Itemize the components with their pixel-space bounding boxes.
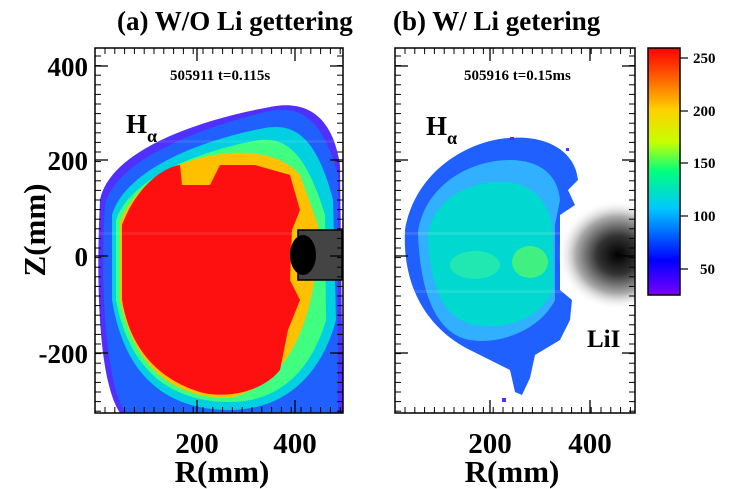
x-tick-label: 400 <box>273 428 317 460</box>
x-axis-label: R(mm) <box>465 454 560 489</box>
panel-a-title: (a) W/O Li gettering <box>117 6 353 36</box>
panel-b-lithium-label: LiI <box>587 326 620 353</box>
colorbar: 250 200 150 100 50 <box>647 47 716 296</box>
y-tick-label: 0 <box>75 242 89 272</box>
panel-a-shot-label: 505911 t=0.115s <box>170 68 270 84</box>
colorbar-tick-label: 50 <box>700 262 715 278</box>
colorbar-tick-label: 100 <box>693 209 716 225</box>
colorbar-tick-label: 250 <box>693 51 716 67</box>
ticks <box>95 48 635 413</box>
panel-b-halpha-label: Hα <box>426 111 457 148</box>
panel-a-frame <box>94 47 344 414</box>
panel-b-emission-image <box>395 137 635 402</box>
lithium-emission-glow <box>558 200 635 310</box>
y-tick-label: 400 <box>48 52 89 82</box>
x-tick-label: 200 <box>468 428 512 460</box>
panel-a-halpha-label: Hα <box>126 109 157 146</box>
y-axis-label: Z(mm) <box>17 184 52 277</box>
x-tick-label: 400 <box>568 428 612 460</box>
panel-b: 505916 t=0.15ms Hα LiI <box>394 47 636 414</box>
panel-b-frame <box>394 47 636 414</box>
y-tick-label: 200 <box>48 146 89 176</box>
x-tick-label: 200 <box>175 428 219 460</box>
y-tick-label: -200 <box>39 339 89 369</box>
panel-b-shot-label: 505916 t=0.15ms <box>464 68 571 84</box>
panel-b-title: (b) W/ Li getering <box>393 6 601 36</box>
panel-a-emission-image <box>95 105 343 413</box>
probe-head <box>290 235 316 275</box>
panel-a: 505911 t=0.115s Hα <box>94 47 344 414</box>
colorbar-tick-label: 150 <box>693 156 716 172</box>
minor-ticks <box>95 48 635 413</box>
colorbar-tick-label: 200 <box>693 104 716 120</box>
colorbar-gradient <box>647 47 681 296</box>
x-axis-label: R(mm) <box>175 454 270 489</box>
